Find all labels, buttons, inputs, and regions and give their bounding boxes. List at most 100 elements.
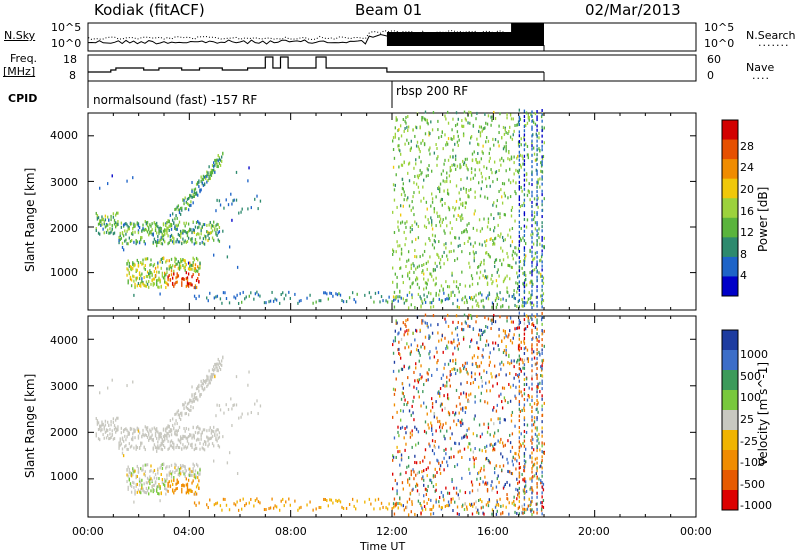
power-cell [514, 123, 516, 127]
power-cell [345, 300, 348, 304]
velocity-cell [423, 500, 425, 504]
velocity-cell [501, 455, 504, 459]
velocity-cell [480, 391, 483, 395]
velocity-cell [523, 378, 526, 382]
power-cell [226, 255, 229, 259]
power-cell [121, 232, 124, 236]
power-cell [194, 270, 197, 274]
velocity-cell [522, 488, 524, 492]
velocity-cell [495, 409, 498, 413]
power-cell [412, 262, 414, 266]
power-cell [206, 230, 208, 234]
velocity-cell [157, 444, 159, 448]
power-cell [141, 272, 143, 276]
power-cell [95, 229, 97, 233]
power-cell [534, 112, 537, 116]
power-cell [207, 230, 209, 234]
power-cell [538, 271, 540, 275]
power-cell [159, 238, 161, 242]
power-cell [413, 264, 415, 268]
noise-tick-right-bottom: 10^0 [704, 37, 735, 50]
power-cell [508, 151, 510, 155]
velocity-cell [184, 474, 186, 478]
velocity-cell [129, 427, 132, 431]
velocity-cell [412, 468, 414, 472]
power-cell [480, 299, 483, 303]
power-cell [461, 270, 463, 274]
power-cell [531, 160, 533, 164]
velocity-cell [523, 328, 526, 332]
velocity-cell [405, 471, 407, 475]
power-cell [425, 200, 428, 204]
power-cell [515, 261, 517, 265]
power-cell [523, 138, 526, 142]
power-cell [541, 163, 543, 167]
velocity-cell [519, 357, 522, 361]
power-cell [179, 229, 182, 233]
velocity-cell [129, 483, 132, 487]
velocity-cell [505, 351, 507, 355]
velocity-cell [225, 403, 227, 407]
power-cell [430, 120, 432, 124]
velocity-cell [491, 480, 493, 484]
power-cell [426, 282, 428, 286]
power-cell [532, 303, 535, 307]
power-cell [150, 258, 152, 262]
power-cell [510, 155, 513, 159]
power-cell [531, 114, 533, 118]
velocity-cell [403, 365, 405, 369]
velocity-cell [509, 470, 511, 474]
power-cell [144, 242, 146, 246]
power-cell [517, 171, 520, 175]
velocity-cell [518, 455, 521, 459]
velocity-cell [380, 501, 383, 505]
power-cell [510, 214, 513, 218]
velocity-cell [446, 313, 449, 317]
velocity-cell [136, 446, 138, 450]
velocity-cell [537, 384, 539, 388]
power-cell [467, 121, 469, 125]
power-cell [466, 166, 468, 170]
velocity-cell [135, 474, 137, 478]
velocity-cell [493, 364, 496, 368]
velocity-cell [108, 423, 110, 427]
velocity-cell [107, 386, 109, 390]
velocity-cell [146, 481, 149, 485]
power-cell [525, 123, 527, 127]
velocity-cell [231, 424, 233, 428]
power-cell [479, 131, 482, 135]
power-cell [158, 231, 160, 235]
velocity-cell [393, 360, 396, 364]
power-cell [431, 200, 434, 204]
power-cell [541, 140, 543, 144]
velocity-cell [473, 417, 475, 421]
velocity-cell [442, 383, 444, 387]
velocity-ytick: 2000 [50, 426, 78, 439]
power-cell [256, 290, 258, 294]
power-cell [102, 227, 104, 231]
velocity-cell [192, 479, 194, 483]
velocity-cell [448, 456, 451, 460]
velocity-cell [191, 385, 193, 389]
velocity-cell [158, 432, 160, 436]
velocity-cell [454, 465, 456, 469]
velocity-cell [159, 435, 161, 439]
power-cell [519, 117, 522, 121]
velocity-cell [506, 457, 508, 461]
power-cell [211, 236, 214, 240]
power-cell [497, 268, 499, 272]
velocity-cell [393, 505, 395, 509]
power-cell [461, 250, 463, 254]
velocity-cell [523, 491, 526, 495]
power-cell [425, 261, 428, 265]
power-cell [439, 224, 442, 228]
velocity-cell [178, 473, 181, 477]
velocity-cell [247, 412, 249, 416]
velocity-cell [525, 480, 527, 484]
velocity-cell [444, 406, 446, 410]
power-cell [140, 235, 142, 239]
velocity-cell [443, 448, 445, 452]
power-cell [438, 136, 440, 140]
velocity-cell [405, 319, 407, 323]
power-cell [472, 298, 474, 302]
